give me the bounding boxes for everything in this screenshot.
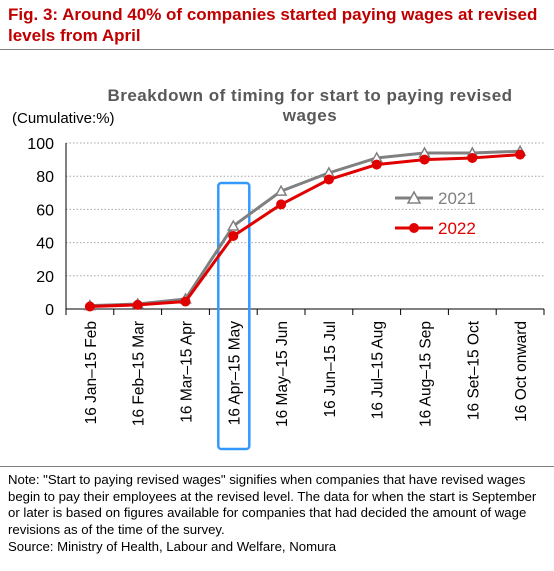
- legend-marker-2022: [409, 223, 419, 233]
- y-tick-labels: 0 20 40 60 80 100: [27, 136, 54, 319]
- legend: 2021 2022: [395, 189, 476, 238]
- series-line-2021: [89, 149, 521, 308]
- y-tick-label: 60: [36, 202, 54, 219]
- point-2021: [274, 184, 288, 196]
- source-line: Source: Ministry of Health, Labour and W…: [8, 539, 337, 554]
- y-tick-label: 40: [36, 236, 54, 253]
- y-axis-label: (Cumulative:%): [12, 110, 115, 127]
- chart-title: Breakdown of timing for start to paying …: [107, 86, 513, 125]
- title-divider: [0, 49, 554, 50]
- x-tick-label: 16 Apr–15 May: [226, 321, 243, 426]
- x-tick-label: 16 Aug–15 Sep: [418, 321, 435, 427]
- highlight-box-group: [217, 181, 251, 451]
- x-tick-label: 16 Jun–15 Jul: [322, 321, 339, 418]
- x-tick-label: 16 Oct onward: [513, 321, 530, 422]
- x-tick-labels: 16 Jan–15 Feb 16 Feb–15 Mar 16 Mar–15 Apr 1…: [83, 320, 530, 427]
- y-tick-label: 20: [36, 269, 54, 286]
- x-tick-label: 16 May–15 Jun: [274, 321, 291, 427]
- x-tick-label: 16 Set–15 Oct: [465, 320, 482, 420]
- figure-title: Fig. 3: Around 40% of companies started …: [8, 5, 538, 45]
- x-tick-label: 16 Feb–15 Mar: [131, 321, 148, 426]
- y-tick-label: 0: [45, 302, 54, 319]
- point-2022: [515, 149, 526, 160]
- y-tick-label: 100: [27, 136, 54, 153]
- series-line-2022: [89, 153, 521, 309]
- x-tick-label: 16 Mar–15 Apr: [179, 321, 196, 423]
- x-tick-label: 16 Jul–15 Aug: [370, 321, 387, 419]
- point-2022: [132, 299, 143, 310]
- y-tick-label: 80: [36, 169, 54, 186]
- legend-marker-2021: [406, 190, 422, 204]
- legend-label-2022: 2022: [438, 219, 476, 238]
- axes: [65, 143, 545, 315]
- point-2022: [371, 159, 382, 170]
- note-divider: [0, 466, 554, 467]
- point-2022: [84, 301, 95, 312]
- gridlines: [66, 142, 544, 277]
- point-2022: [228, 230, 239, 241]
- x-tick-label: 16 Jan–15 Feb: [83, 321, 100, 424]
- highlight-box: [217, 181, 251, 451]
- point-2022: [419, 154, 430, 165]
- legend-label-2021: 2021: [438, 189, 476, 208]
- point-2022: [276, 199, 287, 210]
- point-2022: [323, 174, 334, 185]
- point-2022: [180, 296, 191, 307]
- series-group: [83, 144, 527, 312]
- point-2021: [227, 219, 240, 231]
- footnote: Note: "Start to paying revised wages" si…: [8, 472, 537, 537]
- point-2022: [467, 152, 478, 163]
